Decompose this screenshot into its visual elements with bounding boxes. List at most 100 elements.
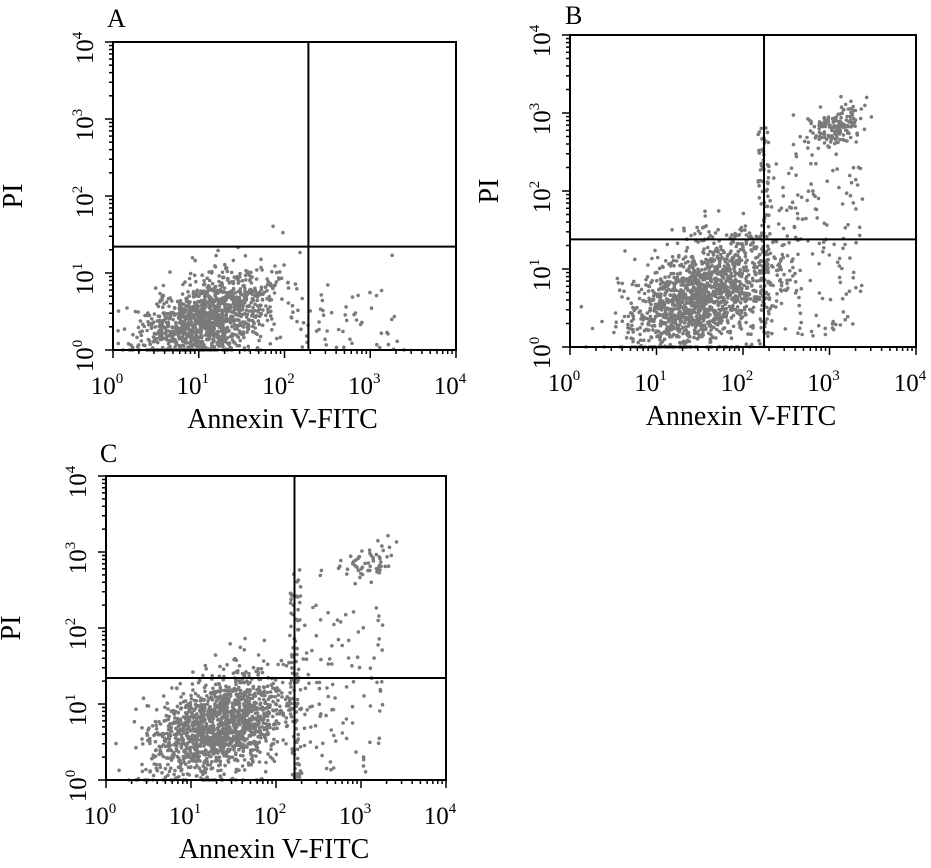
data-point [199,335,204,340]
data-point [238,298,242,303]
data-point [155,731,160,735]
data-point [683,255,688,259]
data-point [274,752,279,757]
data-point [193,691,198,696]
data-point [732,267,736,271]
data-point [220,721,224,725]
data-point [294,740,299,745]
data-point [122,327,127,331]
data-point [238,290,243,294]
data-point [694,273,698,278]
data-point [729,283,734,287]
data-point [238,271,242,276]
data-point [218,664,222,669]
data-point [196,299,201,304]
data-point [757,148,761,153]
data-point [728,308,733,312]
data-point [289,611,293,616]
data-point [230,316,235,321]
data-point [164,713,169,718]
data-point [209,767,213,771]
data-point [354,318,359,322]
data-point [703,267,708,271]
data-point [853,124,857,128]
data-point [368,564,373,569]
data-point [681,257,686,261]
data-point [678,294,683,298]
data-point [253,331,258,335]
data-point [704,224,708,228]
data-point [333,696,337,700]
data-point [245,271,250,275]
data-point [300,345,305,349]
data-point [243,730,247,734]
data-point [230,719,235,723]
data-point [289,706,294,711]
data-point [740,291,744,296]
data-point [210,673,214,678]
data-point [226,278,230,282]
data-point [262,707,267,711]
data-point [350,341,354,346]
data-point [758,263,762,267]
data-point [218,774,222,778]
x-tick-label: 101 [634,368,667,397]
data-point [205,756,209,761]
data-point [196,725,201,729]
data-point [689,282,693,286]
data-point [218,685,223,690]
data-point [238,287,243,291]
data-point [789,206,794,210]
data-point [766,140,771,145]
data-point [386,533,390,538]
data-point [166,773,170,778]
data-point [195,764,199,768]
data-point [781,226,786,231]
data-point [188,335,192,339]
data-point [804,216,808,221]
data-point [361,764,366,768]
data-point [800,332,804,337]
data-point [152,733,156,737]
data-point [132,719,137,724]
data-point [244,670,248,674]
data-point [213,682,218,687]
data-point [647,338,651,343]
data-point [848,118,853,122]
data-point [705,264,710,269]
data-point [709,332,713,337]
data-point [219,716,224,720]
data-point [712,301,717,305]
data-point [333,739,338,743]
x-axis-label: Annexin V-FITC [646,401,837,432]
data-point [736,241,740,246]
data-point [246,763,251,767]
data-point [189,697,194,701]
data-point [798,326,802,331]
data-point [630,323,634,328]
data-point [239,736,243,740]
data-point [731,258,735,263]
data-point [213,311,217,315]
data-point [165,701,170,705]
data-point [177,775,181,779]
data-point [178,701,183,706]
data-point [781,255,785,260]
data-point [224,718,228,723]
data-point [326,694,331,699]
data-point [637,296,642,301]
data-point [841,310,846,314]
data-point [246,327,251,332]
data-point [726,296,730,300]
data-point [268,314,273,318]
data-point [233,679,238,684]
data-point [695,282,699,286]
data-point [775,273,779,278]
data-point [324,713,328,718]
data-point [620,319,625,324]
data-point [220,330,225,334]
data-point [283,697,288,702]
data-point [161,694,166,698]
data-point [148,770,152,774]
data-point [720,275,725,279]
